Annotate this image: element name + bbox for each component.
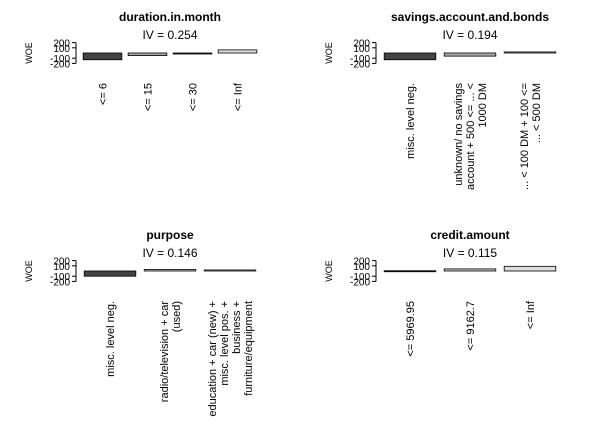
x-tick-label-line: misc. level pos. + xyxy=(219,301,231,386)
bar xyxy=(383,52,437,61)
y-tick-label: 100 xyxy=(53,262,70,273)
iv-label: IV = 0.146 xyxy=(142,246,197,260)
x-tick-label-line: <= 5969.95 xyxy=(405,301,417,357)
y-tick-label: -200 xyxy=(350,277,370,288)
x-tick-label-line: account + 500 <= ... < xyxy=(465,83,477,190)
x-tick-label: <= 30 xyxy=(188,83,200,111)
bar xyxy=(503,51,557,54)
x-tick-label-line: (used) xyxy=(171,301,183,332)
chart-title: credit.amount xyxy=(430,228,509,242)
chart-title: savings.account.and.bonds xyxy=(391,10,549,24)
x-tick-label-line: <= Inf xyxy=(233,82,245,111)
x-tick-label-line: education + car (new) + xyxy=(207,301,219,417)
y-tick-label: -100 xyxy=(350,54,370,65)
y-axis-label: WOE xyxy=(24,260,34,282)
x-tick-label: education + car (new) +misc. level pos. … xyxy=(207,301,255,417)
x-tick-label-line: furniture/equipment xyxy=(243,301,255,396)
bar xyxy=(82,52,123,61)
bar xyxy=(503,265,557,272)
iv-label: IV = 0.194 xyxy=(442,28,497,42)
x-tick-label-line: <= 6 xyxy=(98,83,110,105)
x-tick-label: <= 15 xyxy=(143,83,155,111)
y-tick-label: -200 xyxy=(350,59,370,70)
x-tick-label: <= Inf xyxy=(525,300,537,329)
y-tick-label: -100 xyxy=(350,272,370,283)
bar xyxy=(143,269,197,272)
bar xyxy=(83,270,137,277)
bar xyxy=(203,269,257,272)
x-tick-label-line: <= 30 xyxy=(188,83,200,111)
x-tick-label-line: ... < 100 DM + 100 <= xyxy=(519,83,531,190)
x-tick-label: <= 9162.7 xyxy=(465,301,477,351)
x-tick-label-line: misc. level neg. xyxy=(105,301,117,377)
bar xyxy=(172,52,213,55)
y-tick-label: -200 xyxy=(50,277,70,288)
y-tick-label: 200 xyxy=(353,39,370,50)
bar xyxy=(127,52,168,56)
iv-label: IV = 0.115 xyxy=(443,246,497,260)
x-tick-label-line: <= 15 xyxy=(143,83,155,111)
bar xyxy=(443,52,497,57)
x-tick-label: misc. level neg. xyxy=(105,301,117,377)
x-tick-label-line: unknown/ no savings xyxy=(453,83,465,186)
y-tick-label: 200 xyxy=(53,257,70,268)
x-tick-label: <= Inf xyxy=(233,82,245,111)
y-axis-label: WOE xyxy=(324,42,334,64)
y-axis-label: WOE xyxy=(324,260,334,282)
x-tick-label-line: <= 9162.7 xyxy=(465,301,477,351)
iv-label: IV = 0.254 xyxy=(142,28,197,42)
x-tick-label: ... < 100 DM + 100 <=... < 500 DM xyxy=(519,83,543,190)
y-tick-label: 100 xyxy=(353,262,370,273)
x-tick-label: radio/television + car(used) xyxy=(159,301,183,403)
bar xyxy=(217,49,258,54)
chart-title: purpose xyxy=(146,228,194,242)
x-tick-label: unknown/ no savingsaccount + 500 <= ... … xyxy=(453,83,489,191)
bar xyxy=(383,270,437,273)
y-tick-label: -100 xyxy=(50,272,70,283)
x-tick-label-line: ... < 500 DM xyxy=(531,83,543,143)
chart-title: duration.in.month xyxy=(119,10,221,24)
y-tick-label: -200 xyxy=(50,59,70,70)
x-tick-label: <= 6 xyxy=(98,83,110,105)
bar xyxy=(443,268,497,272)
y-axis-label: WOE xyxy=(24,42,34,64)
x-tick-label-line: radio/television + car xyxy=(159,301,171,403)
y-tick-label: 100 xyxy=(353,44,370,55)
x-tick-label-line: <= Inf xyxy=(525,300,537,329)
y-tick-label: 100 xyxy=(53,44,70,55)
x-tick-label: <= 5969.95 xyxy=(405,301,417,357)
y-tick-label: 200 xyxy=(353,257,370,268)
y-tick-label: -100 xyxy=(50,54,70,65)
x-tick-label-line: 1000 DM xyxy=(477,83,489,128)
y-tick-label: 200 xyxy=(53,39,70,50)
x-tick-label: misc. level neg. xyxy=(405,83,417,159)
x-tick-label-line: misc. level neg. xyxy=(405,83,417,159)
x-tick-label-line: business + xyxy=(231,301,243,354)
